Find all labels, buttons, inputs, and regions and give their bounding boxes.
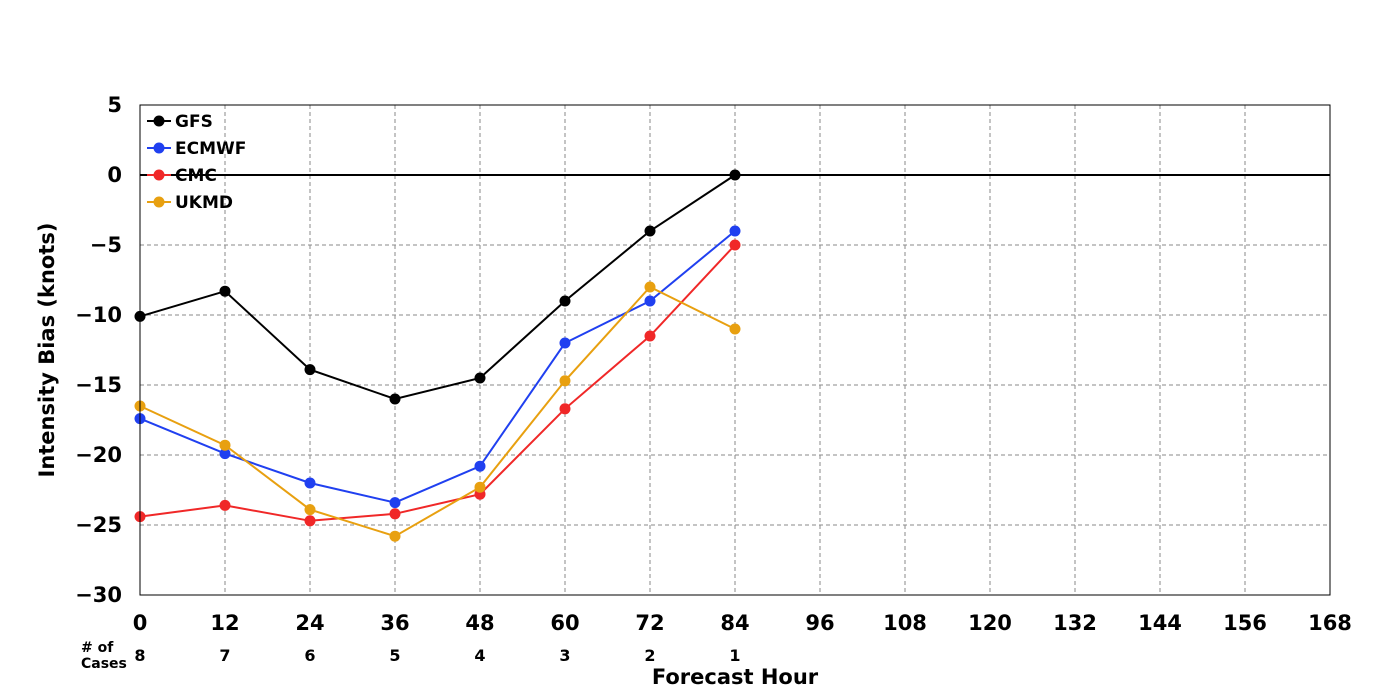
case-count: 7 (219, 646, 230, 665)
data-point-cmc (219, 499, 231, 511)
legend-swatch-marker (153, 142, 165, 154)
legend-label: CMC (175, 166, 217, 186)
data-point-gfs (219, 285, 231, 297)
x-tick-label: 144 (1138, 611, 1182, 635)
cases-label: # of Cases (81, 640, 127, 672)
x-tick-label: 120 (968, 611, 1012, 635)
y-tick-label: −30 (75, 583, 122, 607)
y-tick-labels: 5 0 −5 −10 −15 −20 −25 −30 (75, 93, 122, 607)
legend-swatch-marker (153, 196, 165, 208)
x-tick-label: 0 (133, 611, 148, 635)
series-line-gfs (139, 174, 736, 401)
x-tick-label: 108 (883, 611, 927, 635)
legend-swatch-marker (153, 169, 165, 181)
data-point-ecmwf (729, 225, 741, 237)
legend-swatch-marker (153, 115, 165, 127)
x-tick-label: 168 (1308, 611, 1352, 635)
legend-item-ecmwf: ECMWF (147, 139, 246, 159)
x-tick-label: 84 (720, 611, 749, 635)
case-count: 4 (474, 646, 485, 665)
data-point-ukmd (729, 323, 741, 335)
data-point-cmc (559, 403, 571, 415)
data-point-ukmd (219, 439, 231, 451)
x-axis-label: Forecast Hour (652, 665, 819, 689)
y-tick-label: −20 (75, 443, 122, 467)
data-point-ecmwf (644, 295, 656, 307)
data-point-ecmwf (474, 460, 486, 472)
series-lines (134, 169, 741, 542)
plot-frame (139, 104, 1331, 596)
data-point-ecmwf (219, 448, 231, 460)
legend-label: ECMWF (175, 139, 246, 159)
legend-label: UKMD (175, 193, 233, 213)
x-tick-label: 156 (1223, 611, 1267, 635)
legend-item-ukmd: UKMD (147, 193, 233, 213)
case-count: 8 (134, 646, 145, 665)
data-point-ukmd (474, 481, 486, 493)
case-count: 3 (559, 646, 570, 665)
series-cmc (134, 239, 741, 527)
data-point-ukmd (559, 375, 571, 387)
y-axis-label: Intensity Bias (knots) (35, 223, 59, 478)
data-point-cmc (304, 515, 316, 527)
grid-lines (140, 105, 1330, 595)
data-point-gfs (389, 393, 401, 405)
case-count: 5 (389, 646, 400, 665)
legend: GFS ECMWF CMC UKMD (147, 112, 246, 213)
x-tick-label: 36 (380, 611, 409, 635)
series-line-ukmd (139, 285, 736, 538)
data-point-gfs (559, 295, 571, 307)
case-count: 2 (644, 646, 655, 665)
x-tick-labels: 0 12 24 36 48 60 72 84 96 108 120 132 144 156 168 (133, 611, 1352, 635)
cases-row: # of Cases 8 7 6 5 4 3 2 1 (81, 640, 741, 672)
y-tick-label: −5 (90, 233, 122, 257)
series-gfs (134, 169, 741, 405)
data-point-ukmd (304, 504, 316, 516)
legend-label: GFS (175, 112, 213, 132)
data-point-ecmwf (304, 477, 316, 489)
data-point-ukmd (389, 530, 401, 542)
data-point-ukmd (644, 281, 656, 293)
y-tick-label: 5 (107, 93, 122, 117)
data-point-cmc (644, 330, 656, 342)
series-ukmd (134, 281, 741, 542)
data-point-gfs (644, 225, 656, 237)
series-ecmwf (134, 225, 741, 509)
case-count: 6 (304, 646, 315, 665)
x-tick-label: 72 (635, 611, 664, 635)
legend-item-gfs: GFS (147, 112, 213, 132)
y-tick-label: 0 (107, 163, 122, 187)
data-point-cmc (729, 239, 741, 251)
case-count: 1 (729, 646, 740, 665)
y-tick-label: −10 (75, 303, 122, 327)
x-tick-label: 12 (210, 611, 239, 635)
x-tick-label: 96 (805, 611, 834, 635)
data-point-gfs (304, 364, 316, 376)
series-line-cmc (139, 244, 736, 522)
x-tick-label: 132 (1053, 611, 1097, 635)
x-tick-label: 24 (295, 611, 324, 635)
x-tick-label: 60 (550, 611, 579, 635)
x-tick-label: 48 (465, 611, 494, 635)
y-tick-label: −25 (75, 513, 122, 537)
y-tick-label: −15 (75, 373, 122, 397)
data-point-gfs (729, 169, 741, 181)
data-point-ecmwf (559, 337, 571, 349)
legend-item-cmc: CMC (147, 166, 217, 186)
data-point-gfs (474, 372, 486, 384)
data-point-ecmwf (389, 497, 401, 509)
series-line-ecmwf (139, 230, 736, 504)
data-point-cmc (389, 508, 401, 520)
